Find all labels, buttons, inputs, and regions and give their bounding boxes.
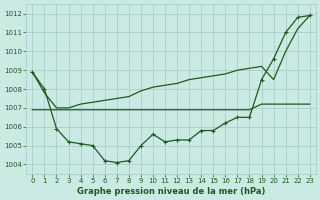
- X-axis label: Graphe pression niveau de la mer (hPa): Graphe pression niveau de la mer (hPa): [77, 187, 265, 196]
